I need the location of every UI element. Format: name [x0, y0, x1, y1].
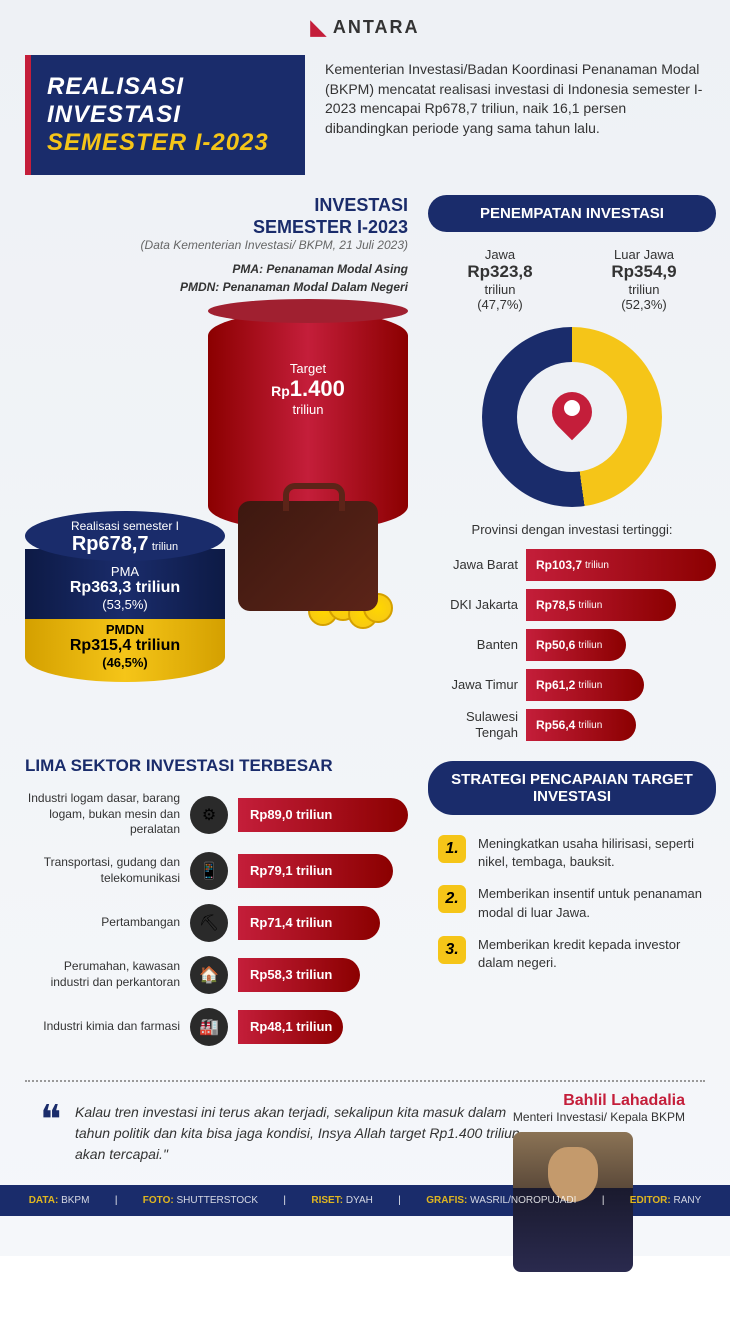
province-row: Banten Rp50,6triliun: [428, 629, 716, 661]
province-name: Sulawesi Tengah: [428, 709, 518, 740]
strategy-item: 1. Meningkatkan usaha hilirisasi, sepert…: [438, 835, 706, 871]
placement-summary: Jawa Rp323,8 triliun (47,7%) Luar Jawa R…: [428, 247, 716, 312]
sector-icon: ⛏: [190, 904, 228, 942]
sector-name: Pertambangan: [25, 915, 180, 931]
sector-bar: Rp58,3 triliun: [238, 958, 360, 992]
person-name: Bahlil Lahadalia: [513, 1092, 685, 1110]
briefcase-icon: [238, 501, 378, 611]
province-row: DKI Jakarta Rp78,5triliun: [428, 589, 716, 621]
header-row: REALISASI INVESTASI SEMESTER I-2023 Keme…: [0, 55, 730, 175]
sector-icon: 📱: [190, 852, 228, 890]
sector-row: Perumahan, kawasan industri dan perkanto…: [25, 956, 408, 994]
donut-chart: [482, 327, 662, 507]
sector-name: Perumahan, kawasan industri dan perkanto…: [25, 959, 180, 990]
province-name: Banten: [428, 637, 518, 653]
map-pin-icon: [552, 392, 592, 442]
title-line1: REALISASI INVESTASI: [47, 73, 283, 129]
person-role: Menteri Investasi/ Kepala BKPM: [513, 1110, 685, 1124]
brand-name: ANTARA: [333, 17, 420, 38]
sectors-list: Industri logam dasar, barang logam, buka…: [25, 791, 408, 1046]
logo-bar: ◣ ANTARA: [0, 0, 730, 55]
strategy-item: 3. Memberikan kredit kepada investor dal…: [438, 936, 706, 972]
sectors-title: LIMA SEKTOR INVESTASI TERBESAR: [25, 756, 408, 776]
title-line2: SEMESTER I-2023: [47, 129, 283, 157]
quote-attribution: Bahlil Lahadalia Menteri Investasi/ Kepa…: [513, 1092, 685, 1272]
strategy-number: 2.: [438, 885, 466, 913]
sector-row: Transportasi, gudang dan telekomunikasi …: [25, 852, 408, 890]
province-bar: Rp56,4triliun: [526, 709, 636, 741]
left-column: INVESTASI SEMESTER I-2023 (Data Kementer…: [25, 195, 408, 1060]
strategy-text: Memberikan kredit kepada investor dalam …: [478, 936, 706, 972]
province-bar: Rp61,2triliun: [526, 669, 644, 701]
quote-section: ❝ Kalau tren investasi ini terus akan te…: [25, 1080, 705, 1185]
title-box: REALISASI INVESTASI SEMESTER I-2023: [25, 55, 305, 175]
right-column: PENEMPATAN INVESTASI Jawa Rp323,8 triliu…: [428, 195, 716, 1060]
realisasi-cylinder: Realisasi semester I Rp678,7 triliun PMA…: [25, 511, 225, 682]
intro-paragraph: Kementerian Investasi/Badan Koordinasi P…: [325, 55, 705, 175]
province-name: DKI Jakarta: [428, 597, 518, 613]
quote-icon: ❝: [40, 1097, 62, 1143]
sector-bar: Rp48,1 triliun: [238, 1010, 343, 1044]
province-row: Sulawesi Tengah Rp56,4triliun: [428, 709, 716, 741]
jawa-stat: Jawa Rp323,8 triliun (47,7%): [467, 247, 532, 312]
cylinder-chart: Target Rp1.400 triliun Realisasi semeste…: [25, 311, 408, 731]
placement-title: PENEMPATAN INVESTASI: [428, 195, 716, 232]
province-bar: Rp78,5triliun: [526, 589, 676, 621]
sector-name: Transportasi, gudang dan telekomunikasi: [25, 855, 180, 886]
province-name: Jawa Timur: [428, 677, 518, 693]
province-bar: Rp50,6triliun: [526, 629, 626, 661]
sector-bar: Rp89,0 triliun: [238, 798, 408, 832]
infographic-container: ◣ ANTARA REALISASI INVESTASI SEMESTER I-…: [0, 0, 730, 1256]
sector-bar: Rp71,4 triliun: [238, 906, 380, 940]
strategy-list: 1. Meningkatkan usaha hilirisasi, sepert…: [428, 830, 716, 991]
sector-row: Pertambangan ⛏ Rp71,4 triliun: [25, 904, 408, 942]
logo-icon: ◣: [310, 15, 327, 40]
luar-jawa-stat: Luar Jawa Rp354,9 triliun (52,3%): [611, 247, 676, 312]
strategy-title: STRATEGI PENCAPAIAN TARGET INVESTASI: [428, 761, 716, 815]
sector-name: Industri logam dasar, barang logam, buka…: [25, 791, 180, 838]
definitions: PMA: Penanaman Modal Asing PMDN: Penanam…: [25, 260, 408, 296]
province-row: Jawa Timur Rp61,2triliun: [428, 669, 716, 701]
main-grid: INVESTASI SEMESTER I-2023 (Data Kementer…: [0, 195, 730, 1060]
sector-row: Industri logam dasar, barang logam, buka…: [25, 791, 408, 838]
strategy-item: 2. Memberikan insentif untuk penanaman m…: [438, 885, 706, 921]
province-row: Jawa Barat Rp103,7triliun: [428, 549, 716, 581]
strategy-text: Memberikan insentif untuk penanaman moda…: [478, 885, 706, 921]
province-name: Jawa Barat: [428, 557, 518, 573]
sector-row: Industri kimia dan farmasi 🏭 Rp48,1 tril…: [25, 1008, 408, 1046]
sector-bar: Rp79,1 triliun: [238, 854, 393, 888]
investasi-source: (Data Kementerian Investasi/ BKPM, 21 Ju…: [25, 238, 408, 252]
provinces-list: Jawa Barat Rp103,7triliun DKI Jakarta Rp7…: [428, 549, 716, 741]
sector-icon: ⚙: [190, 796, 228, 834]
brand-logo: ◣ ANTARA: [310, 15, 419, 40]
investasi-heading: INVESTASI SEMESTER I-2023: [25, 195, 408, 238]
strategy-number: 3.: [438, 936, 466, 964]
quote-text: Kalau tren investasi ini terus akan terj…: [45, 1102, 525, 1165]
sector-icon: 🏭: [190, 1008, 228, 1046]
sector-name: Industri kimia dan farmasi: [25, 1019, 180, 1035]
province-bar: Rp103,7triliun: [526, 549, 716, 581]
sector-icon: 🏠: [190, 956, 228, 994]
strategy-number: 1.: [438, 835, 466, 863]
strategy-text: Meningkatkan usaha hilirisasi, seperti n…: [478, 835, 706, 871]
provinces-title: Provinsi dengan investasi tertinggi:: [428, 522, 716, 537]
